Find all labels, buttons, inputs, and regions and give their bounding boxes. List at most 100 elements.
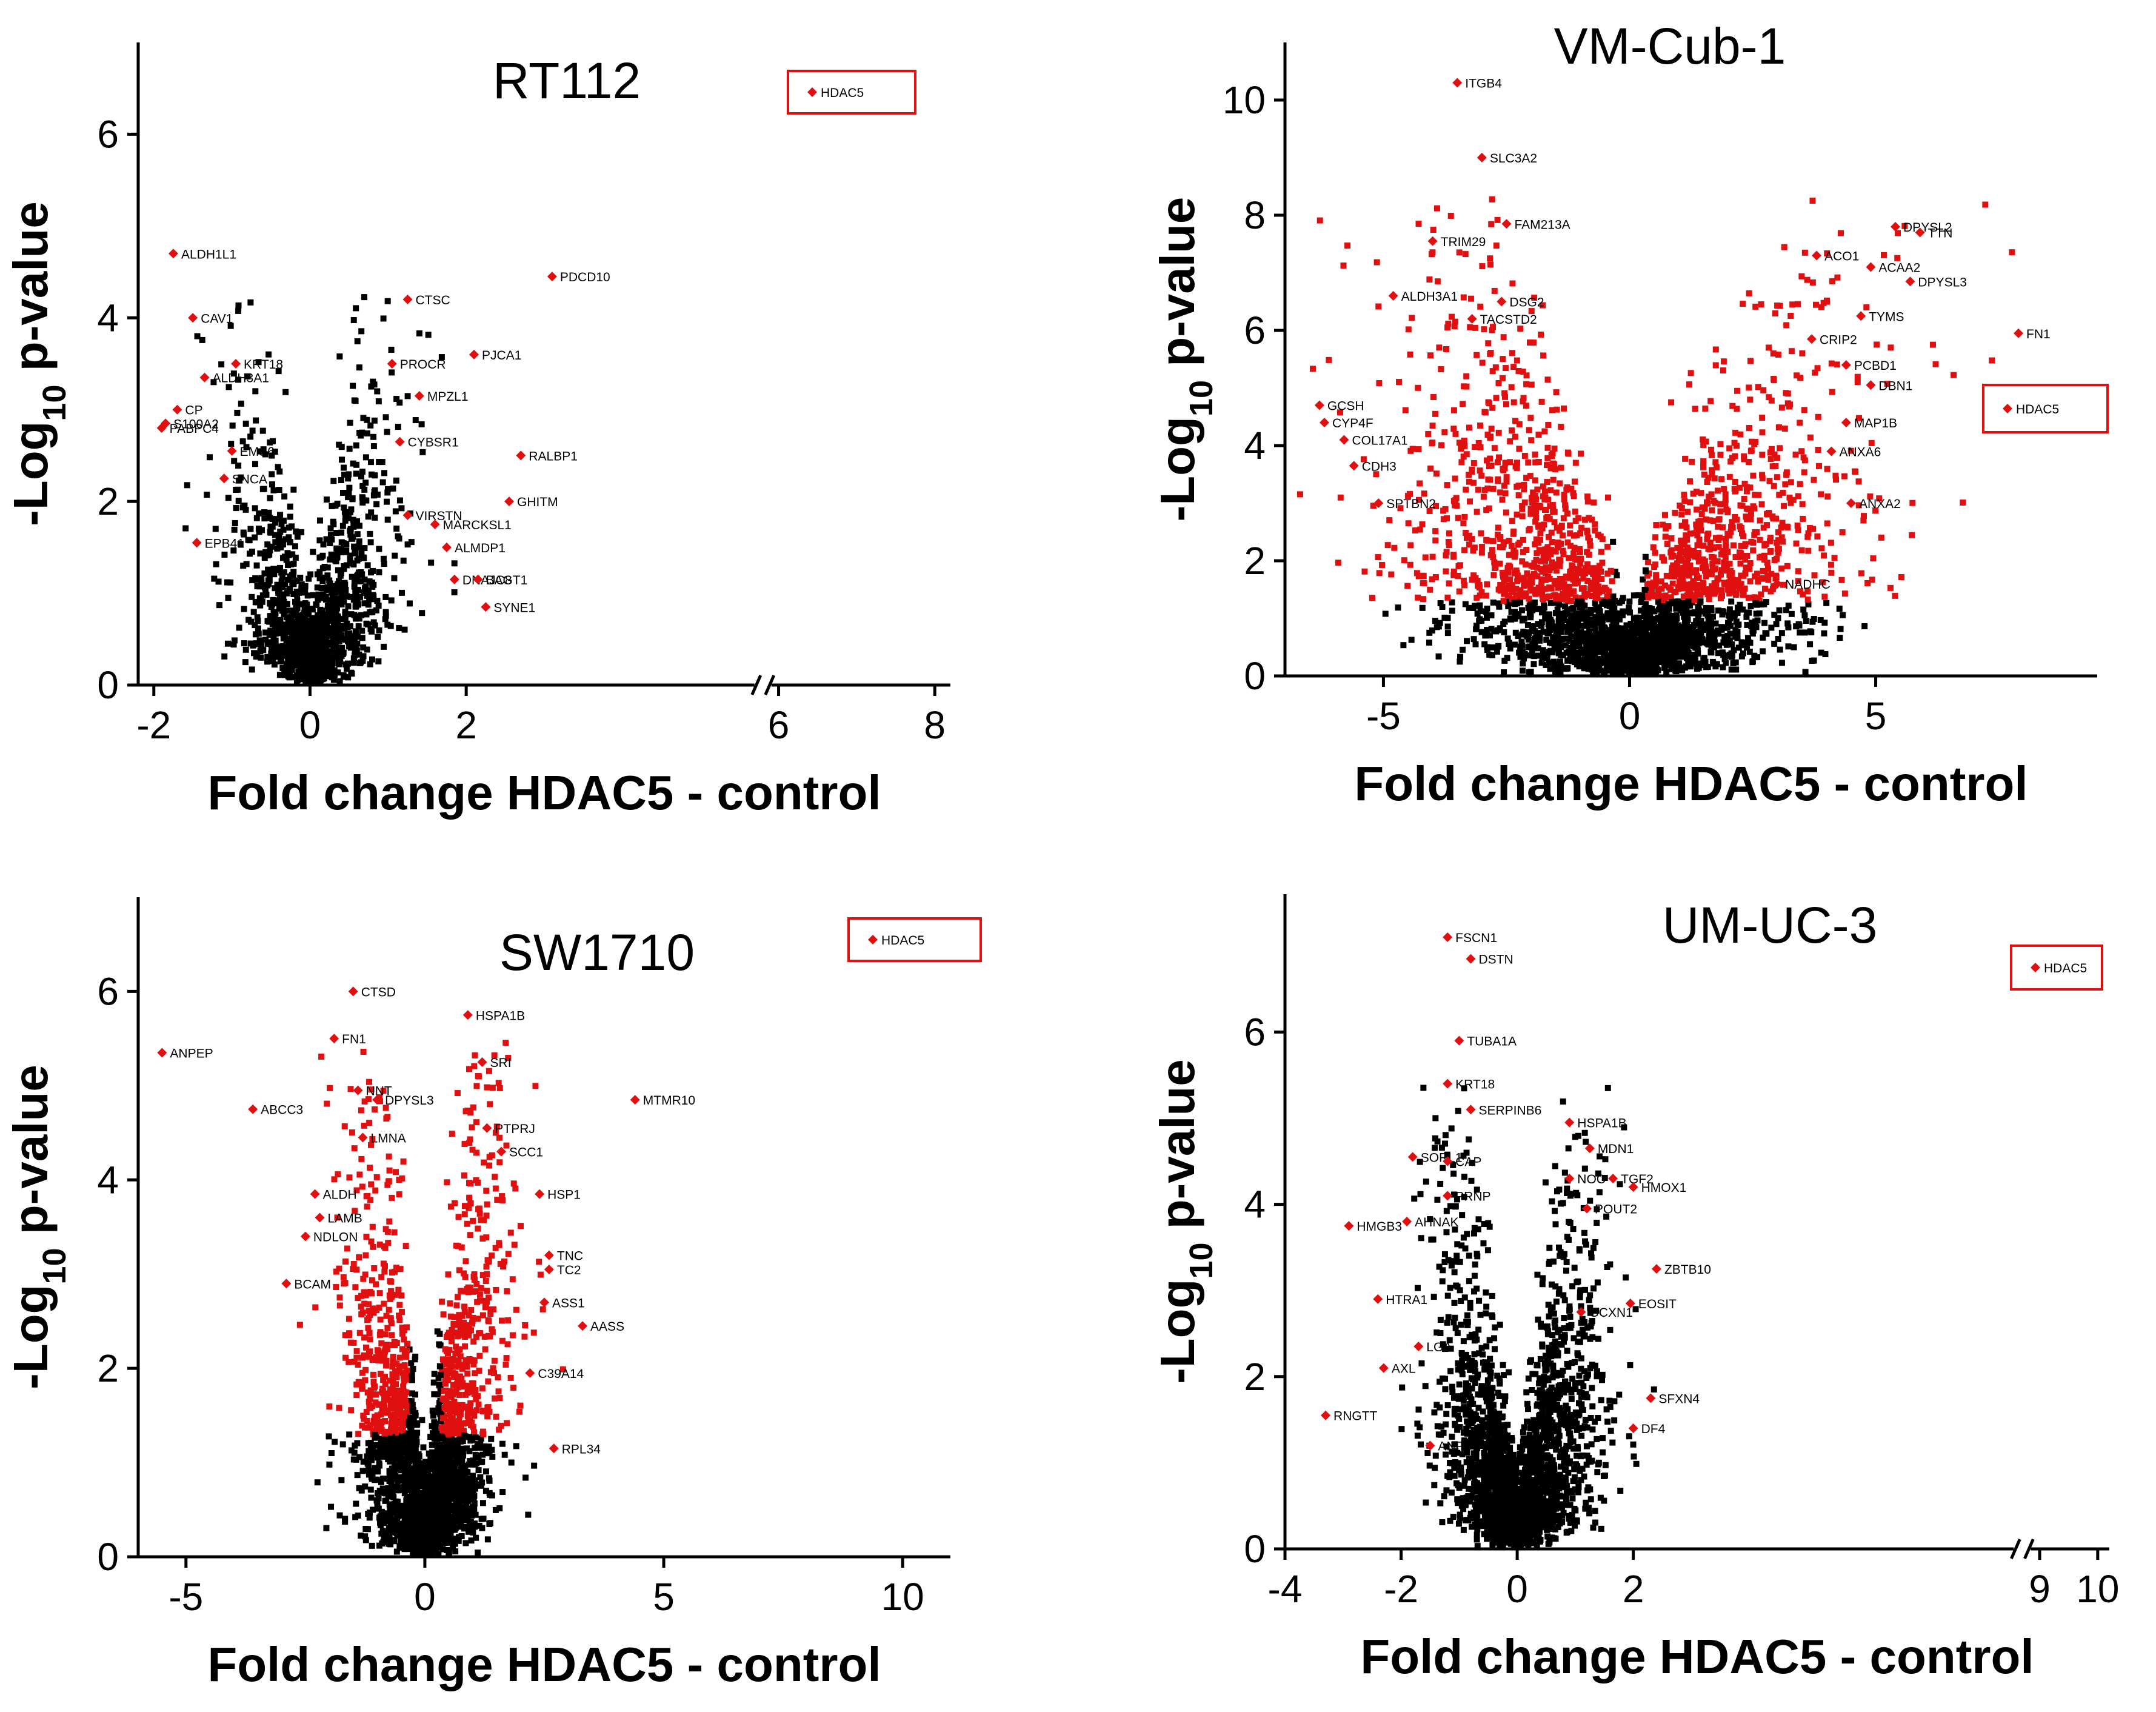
data-point [1501, 629, 1507, 635]
data-point [1706, 632, 1712, 639]
data-point [356, 594, 363, 600]
data-point [369, 656, 375, 663]
labeled-data-point [441, 542, 452, 552]
data-point [1578, 450, 1584, 457]
data-point [400, 1158, 407, 1165]
data-point [1569, 621, 1576, 627]
data-point [1786, 403, 1793, 410]
data-point [336, 588, 342, 595]
data-point [397, 1266, 404, 1272]
data-point [1517, 599, 1524, 606]
data-point [370, 492, 377, 499]
data-point [1541, 602, 1547, 609]
data-point [1710, 590, 1717, 597]
data-point [1547, 666, 1554, 672]
data-point [1475, 440, 1482, 446]
data-point [358, 432, 364, 439]
data-point [340, 540, 347, 547]
data-point [1490, 554, 1497, 561]
data-point [385, 1306, 392, 1313]
data-point [1540, 302, 1546, 309]
data-point [1814, 533, 1821, 540]
data-point [1488, 426, 1495, 432]
data-point [1770, 515, 1777, 522]
data-point [245, 617, 252, 623]
data-point [1375, 554, 1381, 561]
data-point [1475, 583, 1481, 589]
data-point [1557, 575, 1563, 582]
data-point [1538, 558, 1544, 564]
data-point [385, 1153, 392, 1160]
data-point [314, 571, 321, 578]
data-point [1539, 568, 1546, 575]
data-point [1535, 459, 1542, 466]
data-point [263, 591, 270, 598]
data-point [377, 1371, 384, 1377]
data-point [273, 648, 279, 655]
data-point [1484, 485, 1491, 492]
gene-label: CP [185, 404, 202, 418]
data-point [262, 451, 269, 458]
labeled-data-point [547, 272, 557, 282]
data-point [1533, 557, 1540, 563]
data-point [1490, 486, 1497, 492]
data-point [255, 625, 261, 632]
data-point [305, 611, 312, 618]
data-point [1747, 396, 1754, 403]
data-point [1506, 641, 1512, 647]
data-point [1462, 601, 1469, 607]
data-point [1672, 598, 1679, 605]
data-point [1722, 567, 1729, 573]
data-point [1581, 632, 1588, 638]
data-point [289, 651, 295, 658]
data-point [1759, 414, 1766, 421]
data-point [1773, 572, 1780, 579]
data-point [1487, 261, 1494, 268]
data-point [313, 641, 319, 647]
data-point [1487, 433, 1494, 440]
data-point [267, 627, 274, 634]
data-point [1518, 607, 1525, 614]
data-point [272, 519, 278, 526]
data-point [1732, 554, 1739, 561]
data-point [1500, 375, 1506, 381]
data-point [1521, 499, 1528, 506]
data-point [264, 541, 271, 548]
data-point [1451, 502, 1458, 509]
data-point [1530, 339, 1537, 346]
data-point [341, 464, 347, 471]
data-point [1546, 630, 1552, 637]
data-point [428, 560, 435, 566]
data-point [274, 545, 281, 552]
data-point [1771, 377, 1777, 384]
data-point [1683, 663, 1689, 670]
data-point [272, 585, 278, 592]
data-point [485, 1378, 492, 1385]
data-point [492, 1185, 499, 1192]
data-point [1573, 634, 1580, 641]
data-point [1541, 428, 1548, 435]
data-point [301, 604, 308, 610]
gene-label: TYMS [1869, 310, 1904, 324]
data-point [1549, 539, 1555, 546]
data-point [1604, 610, 1611, 617]
data-point [1778, 660, 1785, 666]
data-point [438, 354, 445, 361]
data-point [1588, 580, 1595, 586]
data-point [1758, 301, 1764, 308]
data-point [1523, 381, 1530, 387]
data-point [329, 503, 335, 509]
data-point [1532, 451, 1538, 458]
x-tick-label: 5 [1865, 694, 1887, 738]
data-point [1727, 630, 1734, 637]
data-point [1535, 652, 1541, 659]
data-point [1834, 274, 1841, 281]
data-point [1709, 467, 1715, 473]
data-point [1855, 502, 1862, 509]
data-point [1714, 661, 1720, 667]
data-point [1700, 556, 1706, 563]
data-point [1643, 618, 1649, 625]
data-point [1526, 427, 1532, 433]
data-point [327, 525, 334, 532]
